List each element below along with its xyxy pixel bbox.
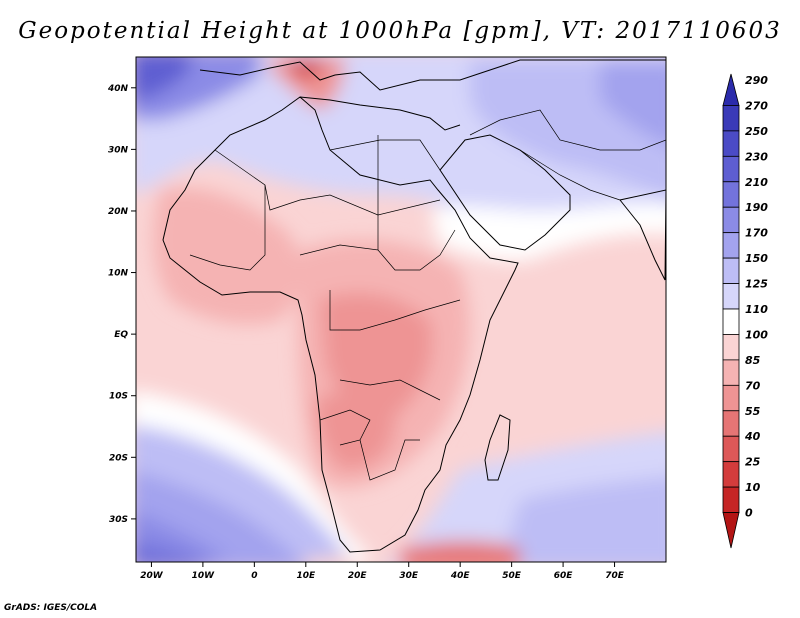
colorbar-label: 10 — [745, 481, 761, 494]
colorbar-swatch — [722, 105, 740, 132]
colorbar-swatch — [722, 206, 740, 234]
europe-coastline — [199, 59, 666, 91]
colorbar-label: 70 — [745, 379, 761, 392]
lon-label: 60E — [554, 571, 574, 581]
lat-label: 10S — [109, 392, 128, 402]
madagascar-outline — [484, 414, 511, 481]
colorbar-label: 170 — [745, 227, 768, 240]
mediterranean-boundary — [299, 96, 461, 131]
lat-label: 30S — [109, 515, 128, 525]
colorbar-swatch — [722, 435, 740, 463]
lon-label: 50E — [502, 571, 522, 581]
lat-label: 30N — [108, 145, 129, 155]
lon-label: 10E — [296, 571, 316, 581]
coastlines — [162, 59, 666, 553]
colorbar-swatch — [722, 486, 740, 513]
colorbar-label: 100 — [745, 328, 768, 341]
colorbar-swatch — [722, 130, 740, 157]
colorbar-swatch — [722, 308, 740, 335]
plot-frame — [135, 56, 667, 563]
lon-label: 70E — [605, 571, 625, 581]
latitude-axis: 40N 30N 20N 10N EQ 10S 20S 30S — [107, 84, 136, 525]
colorbar-swatch — [722, 461, 740, 488]
colorbar-swatch — [722, 410, 740, 437]
lon-label: 30E — [399, 571, 419, 581]
colorbar-swatch — [722, 232, 740, 259]
lon-label: 40E — [450, 571, 471, 581]
colorbar-label: 85 — [745, 354, 761, 367]
colorbar-top-triangle — [722, 73, 740, 106]
colorbar-label: 210 — [745, 176, 768, 189]
colorbar-label: 250 — [745, 125, 768, 138]
colorbar-swatch — [722, 334, 740, 361]
height-field — [136, 57, 666, 562]
lat-label: 40N — [107, 84, 129, 94]
credit-footer: GrADS: IGES/COLA — [4, 603, 98, 613]
colorbar: 2902702502302101901701501251101008570554… — [722, 73, 768, 549]
longitude-axis: 20W 10W 0 10E 20E 30E 40E 50E 60E 70E — [140, 562, 625, 581]
colorbar-swatch — [722, 257, 740, 284]
colorbar-label: 0 — [745, 507, 753, 520]
lat-label: 20S — [109, 453, 128, 463]
lon-label: 10W — [192, 571, 216, 581]
colorbar-swatch — [722, 283, 740, 310]
colorbar-swatch — [722, 384, 740, 412]
colorbar-label: 150 — [745, 252, 768, 265]
colorbar-swatch — [722, 155, 740, 183]
lat-label: 20N — [108, 207, 129, 217]
lon-label: 20E — [348, 571, 368, 581]
colorbar-label: 55 — [745, 405, 761, 418]
lon-label: 20W — [140, 571, 164, 581]
colorbar-swatch — [722, 181, 740, 208]
country-borders — [189, 109, 666, 481]
colorbar-label: 40 — [744, 430, 761, 443]
india-coastline — [619, 189, 666, 281]
colorbar-label: 230 — [745, 150, 768, 163]
colorbar-label: 270 — [745, 99, 768, 112]
lat-label: 10N — [108, 269, 129, 279]
colorbar-swatch — [722, 359, 740, 386]
africa-coastline — [162, 96, 519, 553]
arabia-coastline — [439, 134, 571, 251]
colorbar-label: 290 — [745, 74, 768, 87]
colorbar-bottom-triangle — [722, 512, 740, 549]
colorbar-label: 25 — [745, 456, 761, 469]
map-title: Geopotential Height at 1000hPa [gpm], VT… — [18, 18, 782, 44]
colorbar-label: 110 — [745, 303, 768, 316]
colorbar-label: 190 — [745, 201, 768, 214]
colorbar-label: 125 — [745, 278, 768, 291]
lat-label: EQ — [114, 330, 128, 340]
lon-label: 0 — [251, 571, 257, 581]
